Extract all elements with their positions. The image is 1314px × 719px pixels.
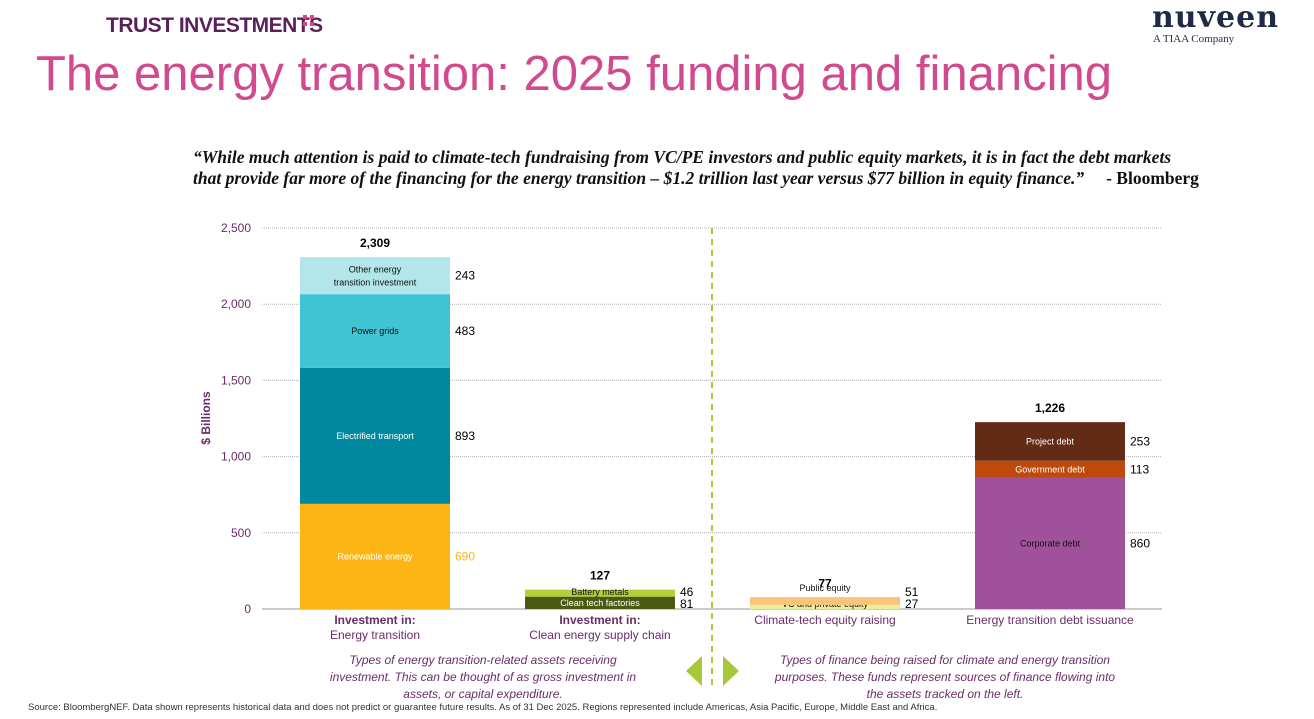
bar-total-label: 1,226	[1035, 401, 1065, 415]
x-category-label: Energy transition debt issuance	[966, 613, 1134, 627]
source-footnote: Source: BloombergNEF. Data shown represe…	[28, 702, 938, 713]
bar-segment	[525, 596, 675, 609]
segment-value-label: 27	[905, 597, 919, 611]
segment-label: Public equity	[799, 583, 851, 593]
y-axis-label: $ Billions	[199, 391, 213, 445]
bar-segment	[300, 257, 450, 295]
x-category-label: Clean energy supply chain	[529, 628, 670, 642]
segment-value-label: 860	[1130, 536, 1150, 550]
bar-total-label: 2,309	[360, 236, 390, 250]
bar-segment	[300, 367, 450, 504]
quote-block: “While much attention is paid to climate…	[193, 147, 1203, 189]
arrow-left-icon	[686, 656, 702, 686]
y-tick-label: 500	[231, 526, 251, 540]
bar-segment	[750, 604, 900, 609]
segment-value-label: 81	[680, 597, 694, 611]
segment-label: Renewable energy	[337, 551, 413, 561]
brand-mark-icon	[303, 15, 314, 26]
x-category-prefix: Investment in:	[334, 613, 415, 627]
segment-value-label: 483	[455, 324, 475, 338]
segment-label: Electrified transport	[336, 431, 414, 441]
quote-attribution: - Bloomberg	[1106, 168, 1199, 188]
segment-label: Power grids	[351, 326, 399, 336]
segment-label: Corporate debt	[1020, 538, 1081, 548]
bar-segment	[300, 294, 450, 368]
page-title: The energy transition: 2025 funding and …	[36, 47, 1113, 101]
segment-value-label: 113	[1130, 462, 1149, 476]
bar-segment	[750, 597, 900, 605]
y-tick-label: 2,500	[221, 221, 251, 235]
bar-segment	[975, 422, 1125, 461]
segment-value-label: 51	[905, 585, 919, 599]
nuveen-logo: nuveen	[1152, 0, 1280, 35]
segment-value-label: 253	[1130, 434, 1150, 448]
bar-segment	[525, 589, 675, 597]
note-right: Types of finance being raised for climat…	[774, 653, 1116, 701]
arrow-right-icon	[723, 656, 739, 686]
bar-segment	[975, 477, 1125, 609]
x-category-prefix: Investment in:	[559, 613, 640, 627]
segment-value-label: 893	[455, 429, 475, 443]
bar-total-label: 77	[818, 576, 832, 590]
x-category-label: Energy transition	[330, 628, 420, 642]
logo-subtitle: A TIAA Company	[1153, 33, 1235, 45]
note-left: Types of energy transition-related asset…	[329, 653, 637, 701]
x-category-label: Climate-tech equity raising	[754, 613, 895, 627]
y-tick-label: 1,500	[221, 373, 251, 387]
brand-name: TRUST INVESTMENTS	[106, 14, 323, 37]
bar-segment	[300, 503, 450, 609]
segment-label: Clean tech factories	[560, 598, 640, 608]
y-tick-label: 0	[244, 602, 251, 616]
bar-segment	[975, 460, 1125, 478]
segment-label: Battery metals	[571, 587, 629, 597]
segment-value-label: 243	[455, 269, 475, 283]
segment-label: Project debt	[1026, 436, 1075, 446]
quote-text: “While much attention is paid to climate…	[193, 147, 1172, 188]
y-tick-label: 1,000	[221, 450, 251, 464]
segment-value-label: 46	[680, 585, 694, 599]
y-tick-label: 2,000	[221, 297, 251, 311]
bar-total-label: 127	[590, 569, 610, 583]
segment-value-label: 690	[455, 549, 475, 563]
segment-label: Other energy transition investment	[334, 265, 417, 288]
segment-label: Government debt	[1015, 464, 1085, 474]
